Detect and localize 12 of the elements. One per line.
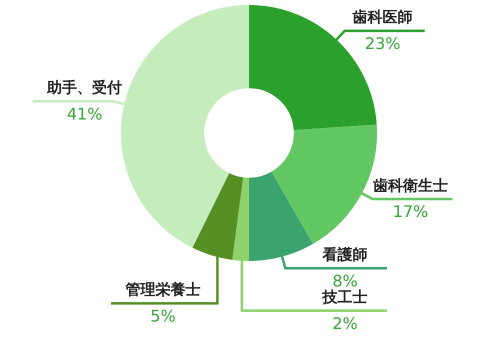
slice-label: 看護師 <box>322 246 368 264</box>
data-label: 5% <box>150 306 176 326</box>
data-label: 23% <box>364 34 400 53</box>
data-label: 8% <box>332 271 358 290</box>
data-label: 17% <box>392 202 428 222</box>
slice-label: 技工士 <box>322 288 368 306</box>
slice-label: 助手、受付 <box>46 78 122 97</box>
data-label: 2% <box>332 314 358 333</box>
slice-label: 管理栄養士 <box>124 280 200 299</box>
data-label: 41% <box>66 104 102 124</box>
slice-label: 歯科医師 <box>352 8 413 26</box>
slice-label: 歯科衛生士 <box>372 176 448 194</box>
